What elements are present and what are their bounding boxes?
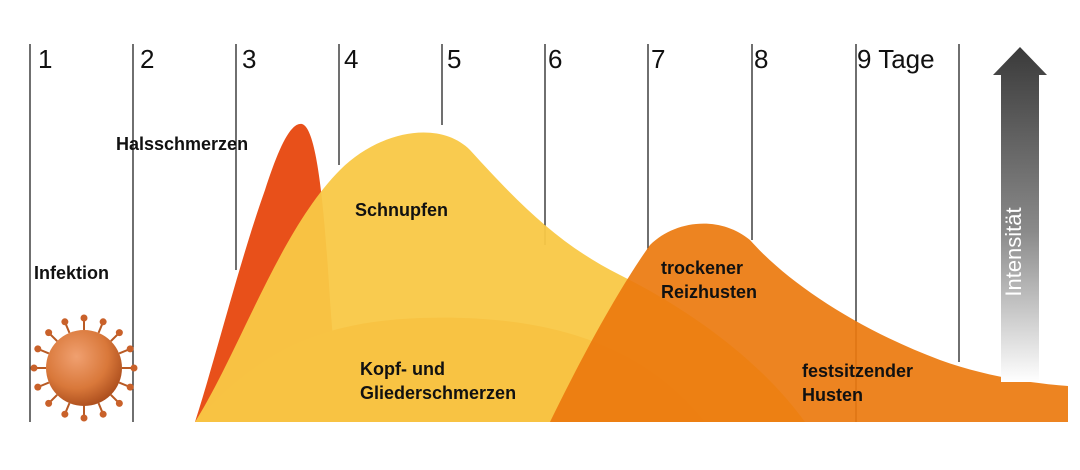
day-1-label: 1 xyxy=(38,44,53,74)
label-kopf-line2: Gliederschmerzen xyxy=(360,383,517,403)
day-6-label: 6 xyxy=(548,44,563,74)
day-7-label: 7 xyxy=(651,44,666,74)
intensity-label: Intensität xyxy=(1001,207,1026,297)
label-reizhusten-line1: trockener xyxy=(661,258,744,278)
label-husten-line1: festsitzender xyxy=(802,361,914,381)
label-schnupfen: Schnupfen xyxy=(355,200,448,220)
label-halsschmerzen: Halsschmerzen xyxy=(116,134,249,154)
curve-husten xyxy=(550,223,1068,422)
day-3-label: 3 xyxy=(242,44,257,74)
virus-icon xyxy=(30,314,138,422)
day-9-label: 9 Tage xyxy=(857,44,935,74)
day-5-label: 5 xyxy=(447,44,462,74)
label-reizhusten-line2: Reizhusten xyxy=(661,282,758,302)
label-kopf-line1: Kopf- und xyxy=(360,359,445,379)
label-infektion: Infektion xyxy=(34,263,109,283)
day-2-label: 2 xyxy=(140,44,155,74)
day-8-label: 8 xyxy=(754,44,769,74)
label-husten-line2: Husten xyxy=(802,385,864,405)
day-4-label: 4 xyxy=(344,44,359,74)
intensity-arrow-icon xyxy=(993,47,1047,382)
